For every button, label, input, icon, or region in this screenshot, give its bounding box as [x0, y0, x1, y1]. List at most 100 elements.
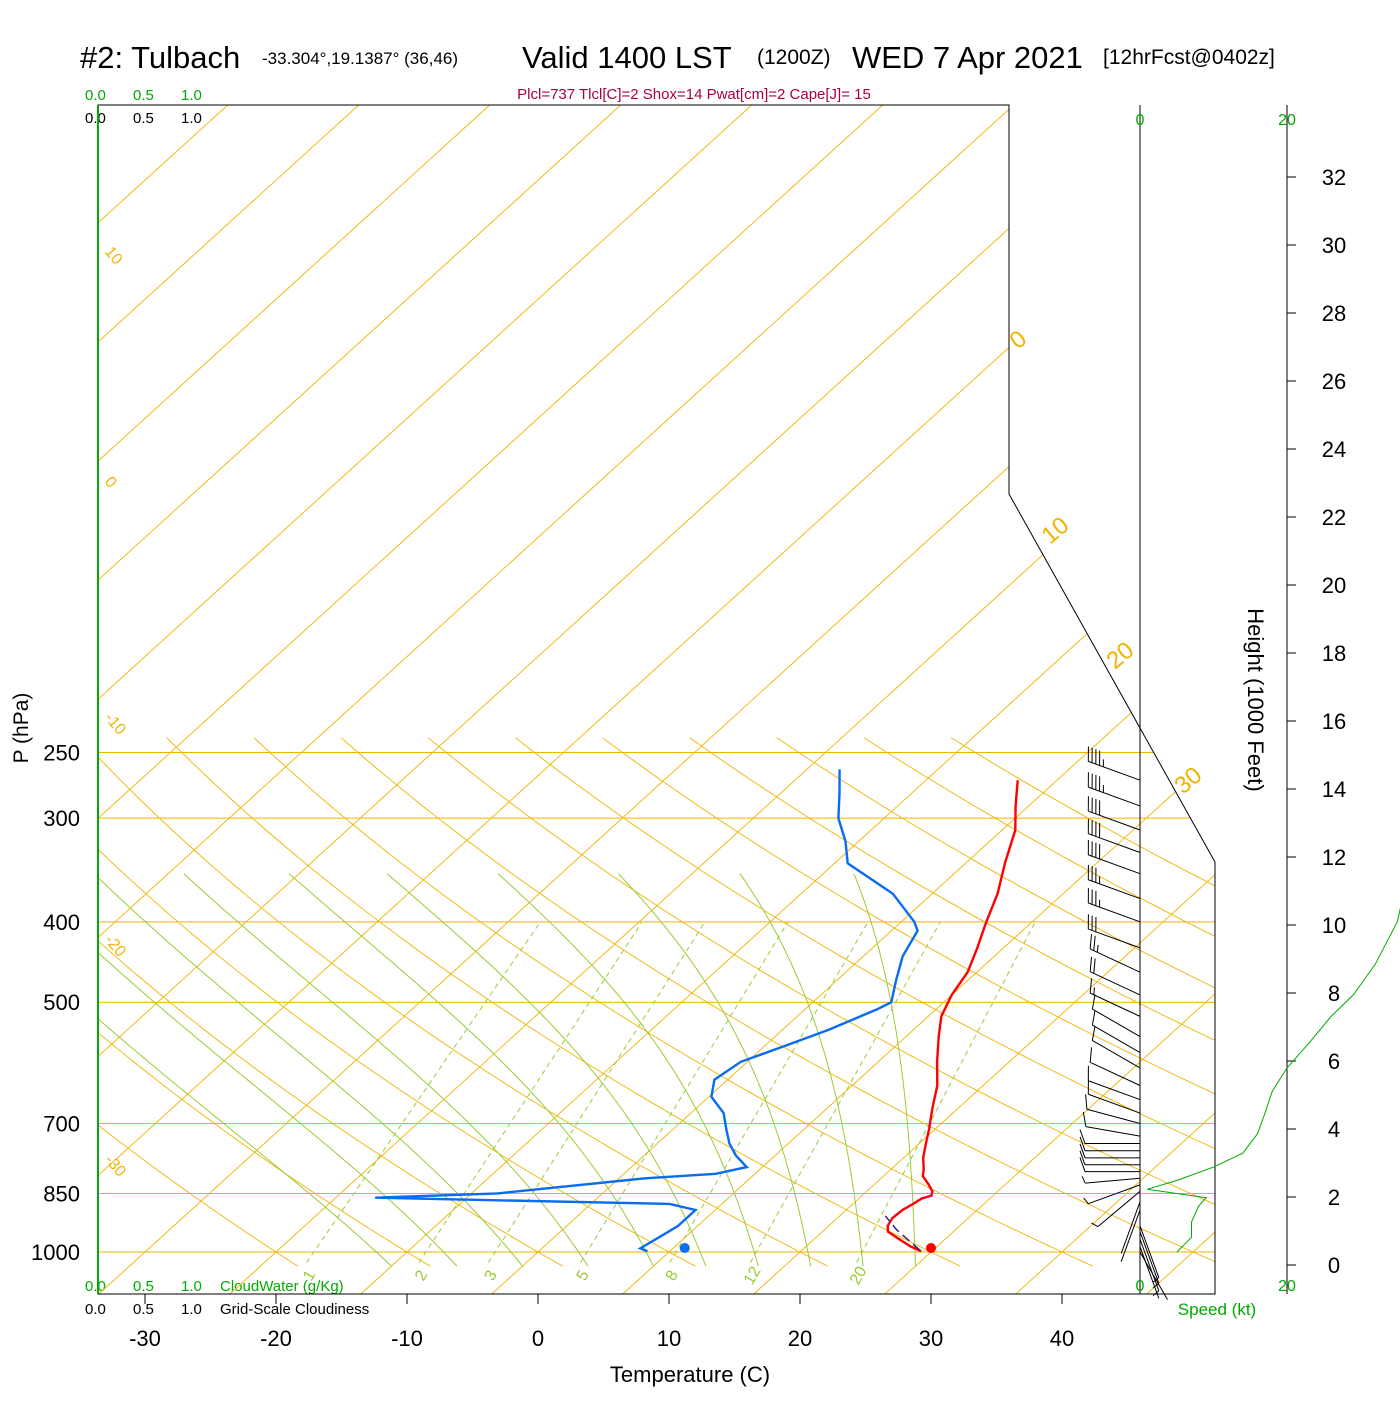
pressure-label: 400 — [43, 910, 80, 935]
wind-barb-flag — [1094, 959, 1095, 974]
height-tick-label: 12 — [1322, 845, 1346, 870]
isotherm-label: -20 — [101, 932, 129, 961]
mixing-ratio-label: 8 — [663, 1268, 682, 1284]
isotherm-line — [754, 105, 1400, 1294]
cloudwater-scale-bottom-2: 1.0 — [181, 1278, 202, 1295]
speed-tick-bottom: 0 — [1136, 1278, 1145, 1295]
mixing-ratio-label: 2 — [412, 1268, 431, 1284]
wind-barb-shaft — [1087, 1109, 1140, 1123]
height-tick-label: 10 — [1322, 913, 1346, 938]
wind-speed-curve — [1147, 745, 1400, 1252]
isotherm-line — [0, 105, 621, 1294]
isotherm-line — [0, 105, 752, 1294]
height-tick-label: 20 — [1322, 573, 1346, 598]
wind-barb-flag — [1090, 978, 1091, 993]
moist-adiabat — [16, 874, 457, 1266]
isotherm-label: 0 — [101, 474, 120, 492]
pressure-label: 500 — [43, 990, 80, 1015]
cloudwater-scale-bottom-0: 0.0 — [85, 1278, 106, 1295]
wind-barb-shaft — [1098, 1191, 1140, 1226]
cloudiness-scale-top-1: 0.5 — [133, 110, 154, 127]
cloudiness-scale-top-0: 0.0 — [85, 110, 106, 127]
wind-barb-shaft — [1121, 1202, 1140, 1254]
wind-barb-shaft — [1086, 1127, 1140, 1137]
height-tick-label: 28 — [1322, 301, 1346, 326]
wind-barb-shaft — [1090, 1062, 1140, 1085]
height-tick-label: 14 — [1322, 777, 1346, 802]
isotherm-line — [623, 105, 1400, 1294]
wind-barb-shaft — [1085, 1178, 1140, 1183]
x-tick-label: 0 — [532, 1326, 544, 1351]
isotherm-label: -10 — [101, 710, 129, 739]
stability-indices: Plcl=737 Tlcl[C]=2 Shox=14 Pwat[cm]=2 Ca… — [517, 86, 871, 103]
wind-barb-half-flag — [1094, 987, 1095, 994]
wind-barb — [1090, 957, 1140, 995]
mixing-ratio-label: 12 — [741, 1264, 765, 1288]
dewpoint-line — [375, 769, 918, 1251]
wind-barb-flag — [1090, 1047, 1091, 1062]
height-tick-label: 18 — [1322, 641, 1346, 666]
isotherm-line — [0, 105, 883, 1294]
x-tick-label: -20 — [260, 1326, 292, 1351]
isotherm-label: 10 — [101, 244, 126, 269]
mixing-ratio-label: 5 — [574, 1268, 593, 1284]
cloudiness-scale-bottom-0: 0.0 — [85, 1301, 106, 1318]
wind-barb-flag — [1090, 957, 1091, 972]
wind-barb-half-flag — [1082, 1176, 1085, 1183]
pressure-label: 700 — [43, 1111, 80, 1136]
height-tick-label: 6 — [1328, 1049, 1340, 1074]
cloudiness-scale-bottom-2: 1.0 — [181, 1301, 202, 1318]
isotherm-line — [0, 105, 1145, 1294]
wind-barb — [1090, 934, 1140, 972]
pressure-label: 1000 — [31, 1240, 80, 1265]
wind-barb-flag — [1092, 1010, 1095, 1025]
title-date: WED 7 Apr 2021 — [852, 40, 1083, 75]
wind-barb-shaft — [1088, 929, 1140, 948]
mixing-ratio-label: 3 — [482, 1268, 501, 1284]
isotherm-label: -30 — [101, 1152, 129, 1181]
wind-barb — [1121, 1210, 1140, 1262]
cloudwater-scale-top-0: 0.0 — [85, 87, 106, 104]
wind-barb — [1121, 1202, 1140, 1254]
mixing-ratio-line — [581, 922, 788, 1263]
cloudiness-scale-top-2: 1.0 — [181, 110, 202, 127]
sounding-series — [375, 769, 1018, 1253]
pressure-label: 300 — [43, 806, 80, 831]
wind-barb-flag — [1083, 1112, 1085, 1127]
wind-barb — [1090, 978, 1140, 1016]
wind-barb-shaft — [1121, 1210, 1140, 1262]
wind-barb-shaft — [1090, 949, 1140, 972]
wind-barb-shaft — [1090, 993, 1140, 1016]
wind-barb-flag — [1086, 1094, 1087, 1109]
plot-border — [98, 105, 1215, 1294]
wind-barb — [1082, 1176, 1140, 1183]
isotherm-line — [0, 105, 228, 1294]
wind-barb — [1088, 888, 1140, 922]
speed-tick-top: 20 — [1278, 112, 1296, 129]
moist-adiabat — [498, 874, 758, 1266]
height-tick-label: 30 — [1322, 233, 1346, 258]
cloud-scale-top: 0.0 0.5 1.0 0.0 0.5 1.0 — [85, 87, 202, 127]
x-tick-label: 30 — [919, 1326, 943, 1351]
cloudiness-scale-bottom-1: 0.5 — [133, 1301, 154, 1318]
pressure-label: 250 — [43, 740, 80, 765]
isotherm-line — [0, 105, 1014, 1294]
pressure-label: 850 — [43, 1181, 80, 1206]
title-zulu: (1200Z) — [757, 46, 831, 69]
mixing-ratio-line — [857, 922, 1036, 1263]
speed-axis-title: Speed (kt) — [1178, 1300, 1256, 1319]
height-axis-title: Height (1000 Feet) — [1243, 608, 1268, 791]
x-tick-label: 20 — [788, 1326, 812, 1351]
title-valid: Valid 1400 LST — [522, 40, 732, 75]
height-tick-label: 8 — [1328, 981, 1340, 1006]
cloud-scale-bottom: 0.0 0.5 1.0 CloudWater (g/Kg) 0.0 0.5 1.… — [85, 1278, 369, 1318]
y-axis-title: P (hPa) — [10, 693, 33, 764]
wind-barb-shaft — [1088, 1185, 1140, 1204]
height-tick-label: 32 — [1322, 165, 1346, 190]
x-axis-title: Temperature (C) — [610, 1362, 770, 1387]
isotherm-line — [885, 105, 1400, 1294]
wind-barb-flag — [1080, 1130, 1085, 1144]
